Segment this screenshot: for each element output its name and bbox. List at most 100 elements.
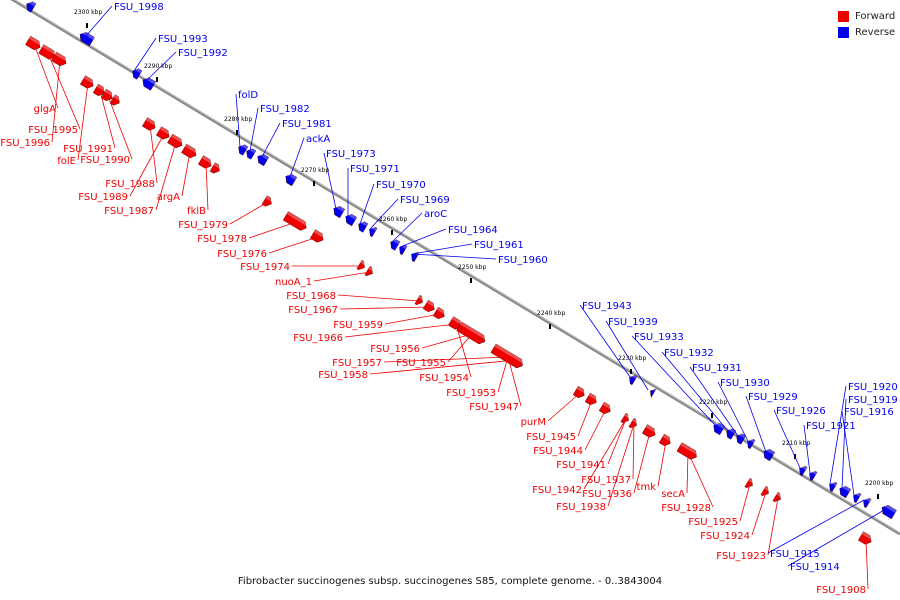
- reverse-gene-block[interactable]: [255, 152, 270, 167]
- reverse-gene-block[interactable]: [837, 484, 852, 499]
- reverse-gene-block[interactable]: [409, 250, 420, 263]
- reverse-gene-block[interactable]: [356, 219, 369, 233]
- gene-label-fsu-1973[interactable]: FSU_1973: [323, 149, 376, 210]
- gene-label-fsu-1945[interactable]: FSU_1945: [526, 399, 593, 443]
- gene-label-fsu-1982[interactable]: FSU_1982: [249, 104, 310, 152]
- forward-gene-block[interactable]: [584, 392, 599, 407]
- gene-label-arga[interactable]: argA: [157, 151, 191, 203]
- gene-label-fsu-1923[interactable]: FSU_1923: [716, 497, 779, 562]
- gene-label-fsu-1936[interactable]: FSU_1936: [582, 431, 651, 500]
- gene-label-fsu-1993[interactable]: FSU_1993: [133, 34, 208, 72]
- forward-gene-block[interactable]: [598, 401, 613, 416]
- gene-label-fsu-1970[interactable]: FSU_1970: [359, 180, 426, 225]
- forward-gene-block[interactable]: [282, 211, 309, 233]
- forward-gene-block[interactable]: [676, 442, 700, 462]
- gene-label-fsu-1930[interactable]: FSU_1930: [717, 378, 770, 442]
- gene-label-fsu-1978[interactable]: FSU_1978: [197, 221, 297, 245]
- reverse-gene-block[interactable]: [77, 30, 95, 47]
- forward-gene-block[interactable]: [167, 133, 185, 150]
- gene-label-fsu-1915[interactable]: FSU_1915: [767, 499, 865, 560]
- forward-gene-block[interactable]: [414, 294, 426, 307]
- gene-label-fsu-1992[interactable]: FSU_1992: [145, 48, 228, 82]
- reverse-gene-block[interactable]: [627, 373, 638, 386]
- gene-label-glga[interactable]: glgA: [33, 43, 59, 115]
- gene-label-fsu-1953[interactable]: FSU_1953: [446, 356, 509, 399]
- gene-label-fsu-1938[interactable]: FSU_1938: [556, 423, 635, 513]
- gene-label-fsu-1987[interactable]: FSU_1987: [104, 141, 177, 217]
- gene-label-fsu-1926[interactable]: FSU_1926: [773, 406, 826, 469]
- forward-gene-block[interactable]: [310, 229, 326, 245]
- gene-label-purm[interactable]: purM: [521, 392, 581, 428]
- reverse-gene-block[interactable]: [331, 204, 346, 219]
- forward-gene-block[interactable]: [109, 94, 123, 108]
- gene-label-fsu-1916[interactable]: FSU_1916: [841, 407, 894, 496]
- forward-gene-block[interactable]: [209, 162, 223, 176]
- forward-gene-block[interactable]: [858, 531, 874, 547]
- reverse-gene-block[interactable]: [861, 496, 872, 509]
- gene-label-fklb[interactable]: fklB: [187, 162, 209, 217]
- gene-label-fsu-1925[interactable]: FSU_1925: [688, 483, 751, 528]
- gene-label-fsu-1954[interactable]: FSU_1954: [419, 323, 472, 384]
- gene-label-fsu-1937[interactable]: FSU_1937: [581, 423, 635, 486]
- gene-label-fsu-1966[interactable]: FSU_1966: [293, 323, 457, 344]
- reverse-gene-block[interactable]: [879, 503, 897, 520]
- forward-gene-block[interactable]: [80, 75, 96, 91]
- gene-label-fsu-1941[interactable]: FSU_1941: [556, 418, 627, 471]
- gene-label-nuoa-1[interactable]: nuoA_1: [275, 271, 371, 288]
- forward-gene-block[interactable]: [181, 143, 199, 160]
- gene-label-fsu-1996[interactable]: FSU_1996: [0, 59, 61, 149]
- reverse-gene-block[interactable]: [397, 243, 408, 256]
- gene-label-tmk[interactable]: tmk: [637, 440, 667, 493]
- gene-label-fsu-1998[interactable]: FSU_1998: [85, 2, 164, 37]
- gene-label-fsu-1939[interactable]: FSU_1939: [605, 317, 658, 391]
- reverse-gene-block[interactable]: [283, 172, 298, 187]
- reverse-gene-block[interactable]: [388, 237, 401, 251]
- gene-label-fsu-1931[interactable]: FSU_1931: [689, 363, 742, 437]
- forward-gene-block[interactable]: [572, 385, 587, 400]
- gene-label-fsu-1908[interactable]: FSU_1908: [816, 538, 869, 596]
- gene-label-fsu-1971[interactable]: FSU_1971: [347, 164, 400, 217]
- forward-gene-block[interactable]: [356, 259, 368, 272]
- forward-gene-block[interactable]: [760, 485, 772, 498]
- gene-label-fsu-1961[interactable]: FSU_1961: [411, 240, 524, 255]
- gene-label-fsu-1990[interactable]: FSU_1990: [80, 95, 133, 166]
- gene-label-fsu-1967[interactable]: FSU_1967: [288, 305, 431, 316]
- forward-gene-block[interactable]: [620, 412, 632, 425]
- gene-label-fsu-1928[interactable]: FSU_1928: [661, 451, 714, 514]
- gene-label-fsu-1969[interactable]: FSU_1969: [369, 195, 450, 230]
- forward-gene-block[interactable]: [25, 35, 43, 52]
- gene-label-fsu-1979[interactable]: FSU_1979: [178, 201, 269, 231]
- reverse-gene-block[interactable]: [24, 0, 37, 13]
- gene-label-fsu-1921[interactable]: FSU_1921: [803, 421, 856, 474]
- forward-gene-block[interactable]: [364, 265, 376, 278]
- gene-label-seca[interactable]: secA: [661, 451, 689, 500]
- gene-label-fsu-1981[interactable]: FSU_1981: [261, 119, 332, 158]
- gene-label-aroc[interactable]: aroC: [391, 209, 447, 243]
- gene-label-fsu-1920[interactable]: FSU_1920: [829, 382, 898, 485]
- forward-gene-block[interactable]: [142, 117, 158, 133]
- forward-gene-block[interactable]: [658, 433, 673, 448]
- gene-label-fsu-1959[interactable]: FSU_1959: [333, 313, 441, 331]
- forward-gene-block[interactable]: [38, 44, 58, 62]
- gene-label-fsu-1914[interactable]: FSU_1914: [787, 508, 887, 573]
- gene-label-fsu-1960[interactable]: FSU_1960: [411, 253, 548, 266]
- gene-label-fsu-1988[interactable]: FSU_1988: [105, 124, 158, 190]
- gene-label-fsu-1991[interactable]: FSU_1991: [63, 90, 116, 155]
- gene-label-fsu-1943[interactable]: FSU_1943: [579, 301, 632, 378]
- gene-label-acka[interactable]: ackA: [289, 134, 330, 178]
- gene-label-fsu-1968[interactable]: FSU_1968: [286, 291, 421, 302]
- reverse-gene-block[interactable]: [244, 146, 257, 160]
- gene-label-fsu-1942[interactable]: FSU_1942: [532, 418, 627, 496]
- forward-gene-block[interactable]: [642, 424, 658, 440]
- forward-gene-block[interactable]: [432, 306, 447, 321]
- gene-label-fsu-1989[interactable]: FSU_1989: [78, 133, 165, 203]
- reverse-gene-block[interactable]: [807, 469, 818, 482]
- reverse-gene-block[interactable]: [343, 212, 358, 227]
- gene-label-fole[interactable]: folE: [57, 82, 89, 167]
- gene-label-fsu-1919[interactable]: FSU_1919: [841, 395, 898, 490]
- gene-label-fsu-1956[interactable]: FSU_1956: [370, 333, 473, 355]
- reverse-gene-block[interactable]: [745, 437, 756, 450]
- gene-label-fold[interactable]: folD: [235, 90, 258, 148]
- gene-label-fsu-1947[interactable]: FSU_1947: [469, 356, 522, 413]
- reverse-gene-block[interactable]: [236, 142, 249, 156]
